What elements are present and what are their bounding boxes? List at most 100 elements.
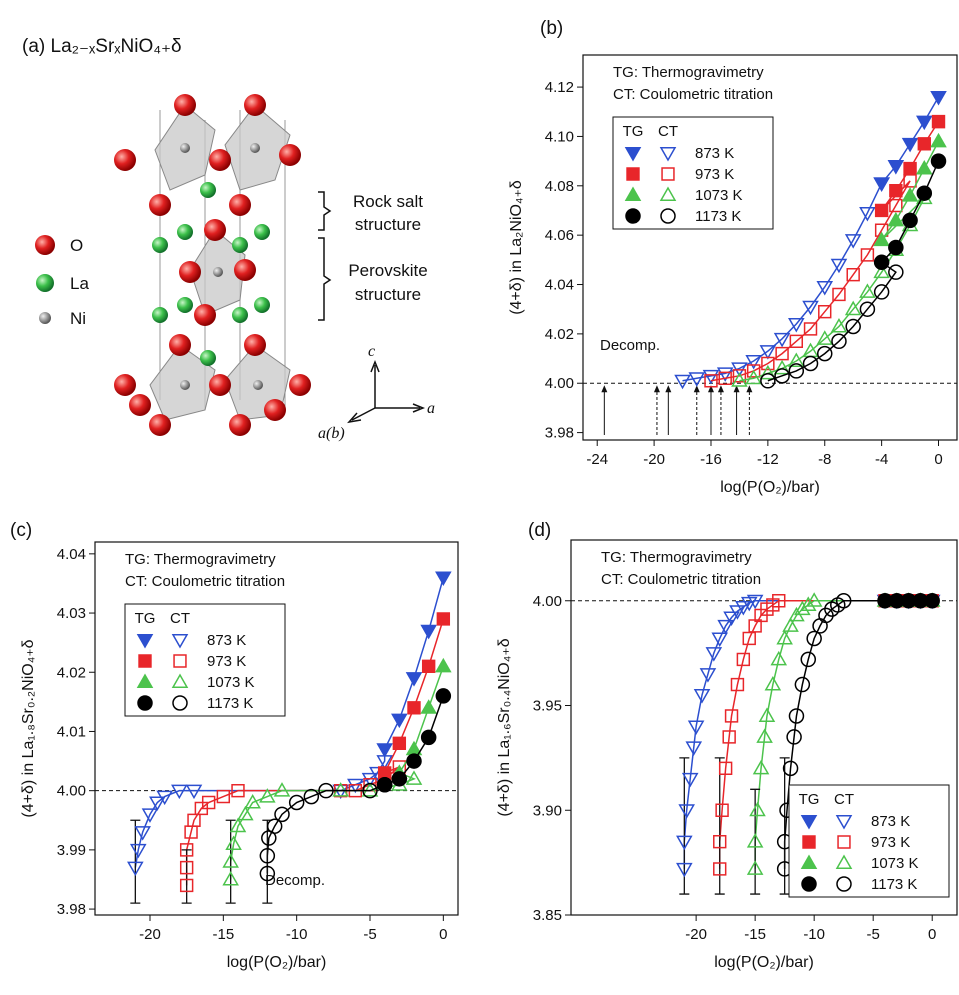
- ct-point: [261, 830, 277, 846]
- tg-point: [930, 90, 947, 106]
- ct-point: [237, 805, 254, 821]
- ct-point: [746, 833, 764, 848]
- tg-point: [392, 736, 407, 751]
- tg-point: [377, 766, 392, 780]
- structure-label: structure: [355, 215, 421, 234]
- legend-marker: [172, 695, 188, 711]
- legend-label: 873 K: [871, 813, 910, 830]
- panel-label: (b): [540, 18, 563, 39]
- ct-point: [318, 782, 334, 799]
- annotation: TG: Thermogravimetry: [601, 549, 752, 566]
- ct-point: [731, 372, 748, 387]
- error-bar: [714, 757, 725, 895]
- legend-marker: [837, 835, 851, 849]
- ct-point: [759, 345, 777, 360]
- arrow-head: [733, 385, 740, 393]
- legend-marker: [173, 654, 187, 668]
- annotation: CT: Coulometric titration: [125, 573, 285, 590]
- x-tick-label: -24: [586, 451, 608, 468]
- x-tick-label: -10: [286, 926, 308, 943]
- tg-point: [421, 659, 436, 674]
- ct-point: [718, 371, 732, 386]
- ct-point: [803, 322, 818, 336]
- ct-point: [274, 806, 290, 823]
- legend-marker: [624, 186, 642, 201]
- ct-point: [244, 793, 261, 809]
- y-tick-label: 4.02: [545, 326, 574, 343]
- ct-point: [688, 372, 706, 387]
- ct-point: [201, 795, 216, 810]
- ct-point: [761, 356, 775, 371]
- ct-point: [676, 835, 693, 851]
- tg-point: [376, 743, 393, 758]
- legend-marker: [659, 186, 677, 201]
- ct-point: [788, 708, 805, 724]
- legend-label: 873 K: [695, 145, 734, 162]
- ct-point: [687, 720, 705, 735]
- tg-point: [902, 212, 918, 229]
- y-tick-label: 4.02: [57, 664, 86, 681]
- ct-point: [874, 223, 889, 237]
- ct-point: [129, 843, 147, 859]
- ct-point: [844, 300, 862, 316]
- ct-point: [806, 630, 822, 647]
- ct-point: [764, 676, 782, 691]
- chart-2: (d) -20 -15 -10 -5 0 3.85 3.90 3.95 4.00 log(P(O₂)…: [496, 520, 958, 971]
- legend-marker: [836, 876, 852, 892]
- ct-point: [816, 280, 834, 296]
- ct-point: [730, 677, 745, 692]
- ct-point: [722, 730, 736, 744]
- y-tick-label: 3.98: [545, 425, 574, 442]
- ct-point: [773, 359, 791, 375]
- ct-point: [705, 647, 723, 662]
- panel-label: (d): [528, 520, 551, 541]
- legend-label: 1173 K: [207, 695, 253, 712]
- x-tick-label: -20: [685, 926, 707, 943]
- ct-point: [718, 761, 733, 776]
- tg-point: [420, 729, 437, 746]
- ct-point: [789, 334, 804, 348]
- annotation: CT: Coulometric titration: [601, 571, 761, 588]
- ct-point: [732, 369, 747, 383]
- ct-point: [678, 804, 695, 819]
- x-tick-label: 0: [934, 451, 942, 468]
- tg-point: [436, 612, 451, 626]
- ct-point: [225, 835, 242, 850]
- x-tick-label: 0: [439, 926, 447, 943]
- ct-point: [676, 862, 693, 878]
- y-tick-label: 4.03: [57, 605, 86, 622]
- x-tick-label: -10: [803, 926, 825, 943]
- y-axis-label: (4+δ) in La₂NiO₄₊δ: [508, 180, 525, 315]
- arrow-head: [693, 385, 700, 393]
- ct-point: [788, 352, 805, 368]
- ct-point: [723, 611, 740, 627]
- ct-point: [760, 602, 774, 616]
- y-tick-label: 4.04: [545, 277, 574, 294]
- ct-point: [845, 318, 861, 335]
- ct-point: [127, 861, 144, 877]
- legend-marker: [624, 147, 642, 162]
- ct-point: [362, 782, 378, 799]
- legend-label: 1173 K: [695, 208, 741, 225]
- x-axis-label: log(P(O₂)/bar): [714, 954, 814, 971]
- ct-point: [859, 206, 876, 222]
- tg-point: [924, 593, 940, 609]
- ct-point: [844, 234, 862, 249]
- ct-point: [786, 729, 802, 745]
- ct-point: [760, 373, 776, 389]
- legend-header: CT: [834, 791, 854, 808]
- y-tick-label: 4.00: [533, 593, 562, 610]
- y-tick-label: 4.06: [545, 227, 574, 244]
- ct-point: [799, 596, 817, 611]
- y-tick-label: 3.98: [57, 901, 86, 918]
- legend-marker: [136, 673, 154, 688]
- ct-point: [149, 796, 166, 812]
- tg-point: [887, 211, 905, 227]
- x-tick-label: -20: [643, 451, 665, 468]
- ct-point: [873, 263, 890, 279]
- ct-point: [717, 619, 734, 635]
- annotation: Decomp.: [265, 872, 325, 889]
- ct-point: [830, 317, 848, 333]
- x-tick-label: -12: [757, 451, 779, 468]
- ct-point: [231, 783, 245, 798]
